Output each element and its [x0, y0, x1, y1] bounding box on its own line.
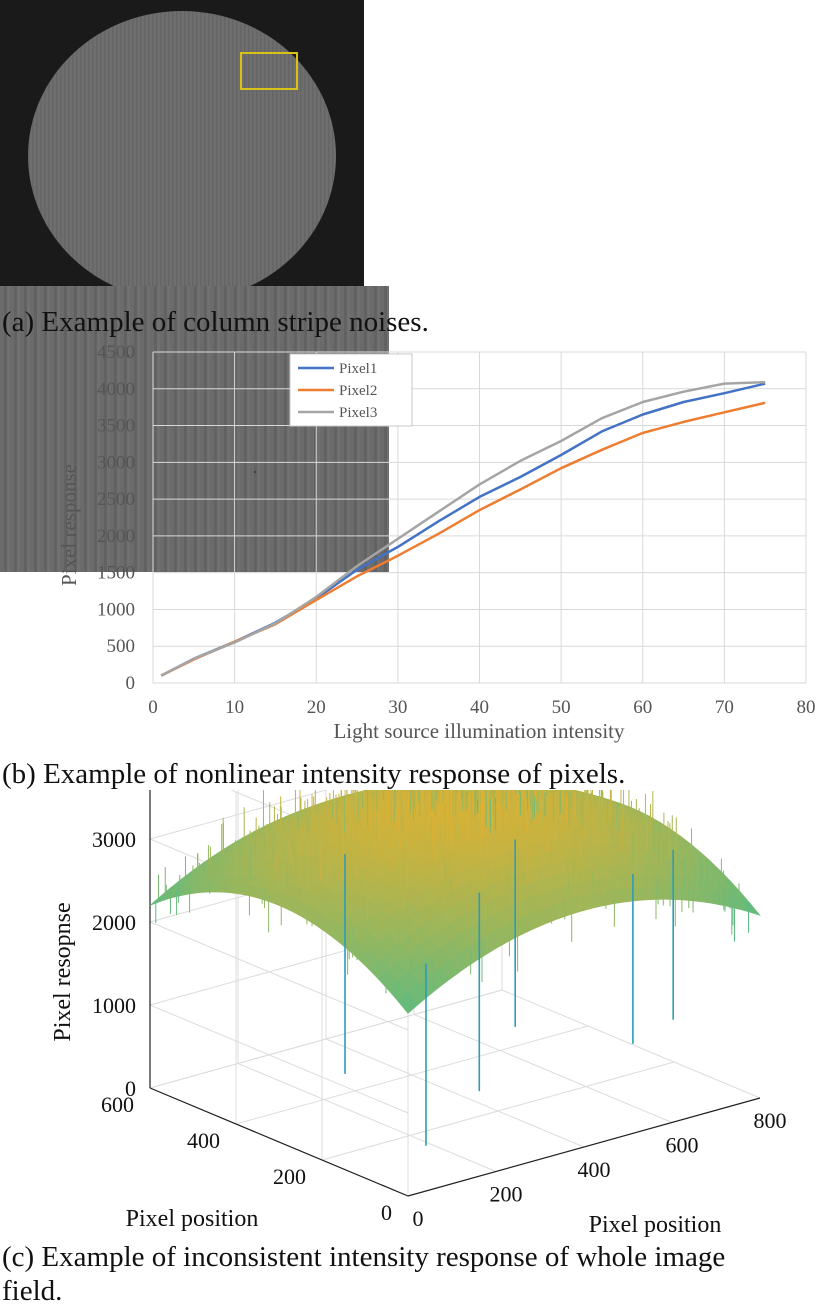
caption-b: (b) Example of nonlinear intensity respo… [2, 758, 626, 790]
y-axis-line [149, 1087, 409, 1197]
y-tick-label: 2500 [97, 489, 135, 510]
caption-c-line1: (c) Example of inconsistent intensity re… [2, 1241, 726, 1273]
y-tick-label: 4500 [97, 342, 135, 363]
caption-a: (a) Example of column stripe noises. [2, 306, 429, 338]
legend-label: Pixel2 [339, 383, 377, 399]
x-tick-label: 800 [754, 1108, 787, 1133]
x-tick-label: 50 [552, 697, 571, 718]
x-tick-label: 10 [225, 697, 244, 718]
y-tick-label: 3500 [97, 416, 135, 437]
y-tick-label: 0 [381, 1200, 392, 1225]
line-chart-y-axis-title: Pixel response [57, 464, 81, 586]
y-tick-label: 600 [101, 1092, 134, 1117]
x-tick-label: 0 [148, 697, 158, 718]
x-tick-label: 30 [388, 697, 407, 718]
y-tick-label: 400 [187, 1128, 220, 1153]
x-axis-line [407, 1097, 761, 1197]
column-stripe-full-image [0, 0, 364, 286]
line-chart-pixel-response: 0 500 1000 1500 2000 2500 3000 3500 4000 4500 0 10… [57, 342, 816, 743]
z-tick-label: 2000 [92, 910, 136, 935]
x-tick-label: 0 [413, 1206, 424, 1231]
legend-label: Pixel3 [339, 405, 377, 421]
line-chart-grid [152, 351, 807, 684]
x-tick-label: 400 [578, 1157, 611, 1182]
legend-label: Pixel1 [339, 361, 377, 377]
x-tick-label: 80 [797, 697, 816, 718]
x-tick-label: 600 [666, 1133, 699, 1158]
illuminated-disk [28, 11, 336, 286]
column-stripe-zoomed-image [0, 286, 389, 572]
series-line-pixel1 [160, 382, 766, 677]
y-tick-label: 2000 [97, 526, 135, 547]
z-tick-label: 3000 [92, 827, 136, 852]
x-tick-label: 60 [633, 697, 652, 718]
roi-box [240, 52, 298, 90]
line-chart-x-axis-title: Light source illumination intensity [333, 719, 625, 743]
x-tick-label: 200 [490, 1182, 523, 1207]
y-tick-label: 3000 [97, 452, 135, 473]
y-tick-label: 1000 [97, 599, 135, 620]
x-tick-label: 20 [307, 697, 326, 718]
y-tick-label: 200 [273, 1164, 306, 1189]
x-tick-label: 70 [715, 697, 734, 718]
z-tick-label: 1000 [92, 993, 136, 1018]
surface-mesh [149, 790, 761, 1146]
y-tick-label: 0 [126, 673, 136, 694]
surface-chart-x-axis-title: Pixel position [589, 1212, 722, 1238]
y-tick-label: 1500 [97, 563, 135, 584]
y-tick-label: 4000 [97, 379, 135, 400]
caption-c-line2: field. [2, 1275, 63, 1307]
x-tick-label: 40 [470, 697, 489, 718]
series-line-pixel3 [160, 380, 766, 677]
surface-chart-z-axis-title: Pixel resopnse [50, 902, 76, 1041]
surface-chart-y-axis-title: Pixel position [126, 1206, 259, 1232]
y-tick-label: 500 [107, 636, 136, 657]
x-gridline [501, 790, 761, 1099]
z-tick-label: 0 [125, 1076, 136, 1101]
